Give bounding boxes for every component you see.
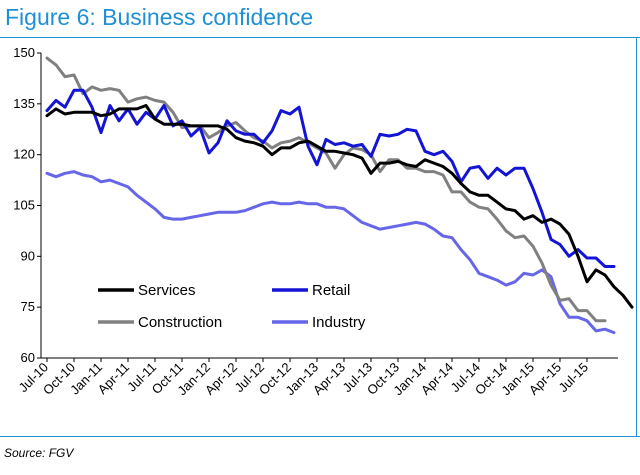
series-lines: [45, 56, 634, 335]
y-tick-label: 135: [13, 96, 35, 111]
axes: [40, 53, 618, 359]
x-tick-label: Jul-15: [555, 360, 591, 396]
y-tick-label: 90: [21, 248, 35, 263]
source-note: Source: FGV: [4, 446, 74, 460]
legend-label-industry: Industry: [312, 314, 366, 331]
series-line-construction: [45, 56, 607, 323]
y-axis-ticks: 60 75 90 105 120 135 150: [13, 45, 41, 365]
y-tick-label: 120: [13, 147, 35, 162]
y-tick-label: 105: [13, 198, 35, 213]
legend-label-retail: Retail: [312, 282, 350, 299]
footer-divider: [0, 436, 640, 437]
x-tick-label: Apr-11: [95, 360, 133, 398]
title-divider: [0, 37, 640, 38]
x-axis-ticks: Jul-10Oct-10Jan-11Apr-11Jul-11Oct-11Jan-…: [15, 358, 591, 398]
y-tick-label: 75: [21, 299, 35, 314]
business-confidence-chart: 60 75 90 105 120 135 150 Jul-10Oct-10Jan-11Apr…: [13, 45, 634, 398]
figure-title: Figure 6: Business confidence: [5, 4, 314, 30]
legend: Services Retail Construction Industry: [98, 282, 366, 331]
series-line-retail: [45, 88, 616, 268]
legend-label-construction: Construction: [138, 314, 222, 331]
series-line-industry: [45, 170, 616, 335]
y-tick-label: 150: [13, 45, 35, 60]
right-border: [636, 38, 637, 436]
series-line-services: [45, 104, 634, 309]
legend-label-services: Services: [138, 282, 196, 299]
y-tick-label: 60: [21, 350, 35, 365]
